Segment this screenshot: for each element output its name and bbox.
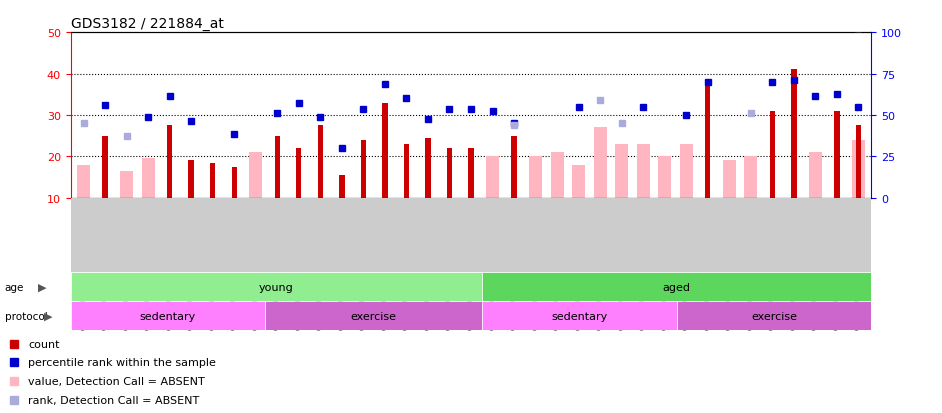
Text: ▶: ▶ <box>38 282 46 292</box>
Bar <box>615 145 628 198</box>
Bar <box>855 126 861 198</box>
Bar <box>572 165 585 198</box>
Bar <box>680 145 692 198</box>
Text: exercise: exercise <box>350 311 397 321</box>
Bar <box>481 273 871 301</box>
Bar <box>770 112 775 198</box>
Bar <box>593 128 607 198</box>
Bar <box>141 159 154 198</box>
Text: protocol: protocol <box>5 311 47 321</box>
Text: age: age <box>5 282 24 292</box>
Bar <box>447 149 452 198</box>
Bar <box>382 103 387 198</box>
Bar <box>791 70 797 198</box>
Bar <box>676 301 871 330</box>
Bar <box>71 301 266 330</box>
Bar <box>705 87 710 198</box>
Text: percentile rank within the sample: percentile rank within the sample <box>28 357 216 368</box>
Bar <box>210 163 216 198</box>
Bar <box>274 136 280 198</box>
Text: sedentary: sedentary <box>551 311 608 321</box>
Bar <box>468 149 474 198</box>
Bar <box>77 165 90 198</box>
Text: value, Detection Call = ABSENT: value, Detection Call = ABSENT <box>28 376 205 386</box>
Bar <box>852 140 865 198</box>
Bar <box>551 153 563 198</box>
Bar <box>425 138 430 198</box>
Text: exercise: exercise <box>751 311 797 321</box>
Bar <box>232 167 237 198</box>
Bar <box>167 126 172 198</box>
Bar <box>296 149 301 198</box>
Bar <box>481 301 676 330</box>
Bar <box>512 136 517 198</box>
Bar <box>835 112 839 198</box>
Bar <box>103 136 107 198</box>
Bar <box>744 157 757 198</box>
Text: rank, Detection Call = ABSENT: rank, Detection Call = ABSENT <box>28 394 200 405</box>
Bar <box>529 157 542 198</box>
Bar <box>250 153 262 198</box>
Text: sedentary: sedentary <box>140 311 196 321</box>
Bar <box>317 126 323 198</box>
Bar <box>723 161 736 198</box>
Bar <box>188 161 194 198</box>
Bar <box>404 145 409 198</box>
Bar <box>658 157 671 198</box>
Text: young: young <box>259 282 294 292</box>
Bar <box>266 301 481 330</box>
Text: count: count <box>28 339 59 349</box>
Text: ▶: ▶ <box>44 311 53 321</box>
Bar <box>486 157 499 198</box>
Bar <box>361 140 366 198</box>
Bar <box>809 153 821 198</box>
Text: GDS3182 / 221884_at: GDS3182 / 221884_at <box>71 17 223 31</box>
Bar <box>71 273 481 301</box>
Bar <box>637 145 650 198</box>
Bar <box>339 176 345 198</box>
Bar <box>121 171 133 198</box>
Text: aged: aged <box>662 282 690 292</box>
